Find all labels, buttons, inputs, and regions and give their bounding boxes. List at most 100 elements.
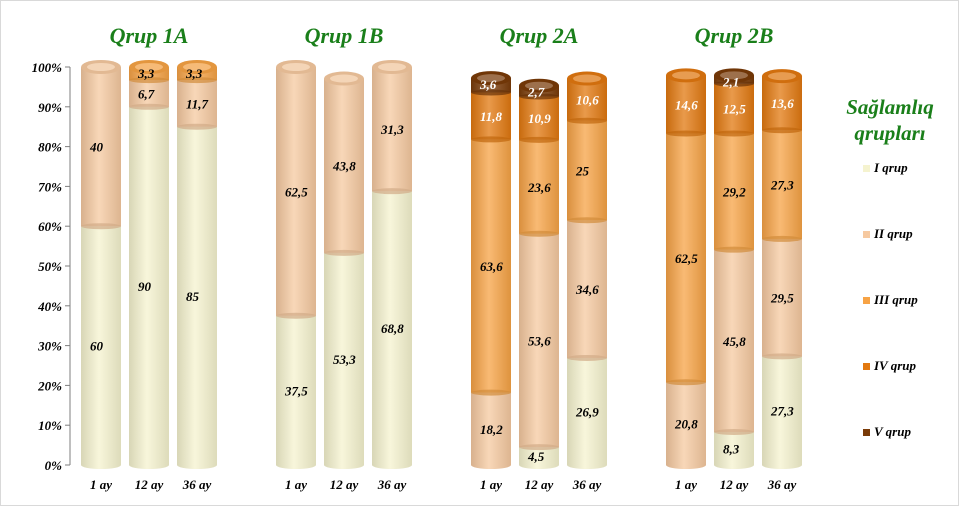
bar-segment [519,139,559,234]
bar-segment [762,238,802,357]
group-title: Qrup 2B [695,23,774,48]
segment-edge [471,136,511,143]
data-label: 45,8 [722,334,746,349]
data-label: 29,5 [770,291,794,306]
y-tick-label: 10% [38,418,62,433]
data-label: 8,3 [723,441,740,456]
bar-segment [324,252,364,465]
segment-edge [666,130,706,137]
group-titles: Qrup 1A Qrup 1B Qrup 2A Qrup 2B [110,23,774,48]
bar-top-highlight [330,74,358,83]
data-label: 11,8 [480,109,503,124]
y-tick-label: 70% [38,179,62,194]
bar-bottom-cap [129,461,169,469]
bar-segment [276,67,316,316]
y-axis: 0% 10% 20% 30% 40% 50% 60% 70% 80% 90% 100% [32,60,71,473]
legend-swatch [863,164,870,172]
bar-top-highlight [720,71,748,80]
data-label: 20,8 [674,417,698,432]
data-label: 31,3 [380,122,404,137]
bar-segment [762,130,802,239]
bar-segment [324,78,364,253]
segment-edge [519,230,559,237]
data-label: 6,7 [138,86,155,101]
x-tick-label: 36 ay [377,477,407,492]
bar-top-highlight [768,72,796,81]
data-label: 11,7 [186,96,209,111]
x-tick-label: 12 ay [135,477,164,492]
segment-edge [129,77,169,84]
bar-segment [519,233,559,448]
data-label: 43,8 [332,159,356,174]
bar-segment [714,83,754,134]
bar-segment [567,120,607,221]
legend-label: III qrup [874,292,918,307]
group-title: Qrup 1A [110,23,189,48]
bar-0-2: 85 11,7 3,3 [177,60,217,469]
bar-segment [519,96,559,140]
data-label: 90 [138,279,152,294]
data-label: 29,2 [722,185,746,200]
segment-edge [177,123,217,130]
legend-item: V qrup [863,424,911,440]
segment-edge [276,312,316,319]
legend-item: I qrup [863,160,908,176]
legend-swatch [863,230,870,238]
segment-edge [372,188,412,195]
bar-segment [177,126,217,465]
segment-edge [762,235,802,242]
bar-segment [762,356,802,465]
y-tick-label: 50% [38,259,62,274]
data-label: 2,1 [722,74,739,89]
bar-segment [177,80,217,127]
bar-bottom-cap [519,461,559,469]
bar-top-highlight [282,63,310,71]
data-label: 3,3 [137,66,155,81]
bar-segment [372,191,412,465]
y-tick-label: 40% [37,299,62,314]
legend-item: II qrup [863,226,913,242]
bars: 60 40 90 6,7 3,3 85 11,7 3,3 37,5 62,5 53,3 43,8 68,… [81,60,802,469]
data-label: 53,3 [333,352,356,367]
bar-segment [714,249,754,432]
bar-segment [276,315,316,465]
segment-edge [519,136,559,143]
data-label: 37,5 [284,383,308,398]
segment-edge [567,354,607,361]
data-label: 40 [89,140,104,155]
data-label: 25 [575,163,590,178]
bar-3-0: 20,8 62,5 14,6 [666,68,706,469]
y-tick-label: 60% [38,219,62,234]
segment-edge [324,249,364,256]
bar-bottom-cap [666,461,706,469]
data-label: 3,3 [185,66,203,81]
legend-swatch [863,296,870,304]
segment-edge [567,117,607,124]
bar-bottom-cap [471,461,511,469]
x-tick-label: 1 ay [480,477,502,492]
segment-edge [714,80,754,87]
bar-segment [567,220,607,358]
bar-segment [762,76,802,131]
data-label: 68,8 [381,321,404,336]
data-label: 53,6 [528,333,551,348]
legend-label: V qrup [874,424,911,439]
bar-segment [666,75,706,134]
legend-label: I qrup [874,160,908,175]
bar-bottom-cap [372,461,412,469]
legend-label: IV qrup [874,358,917,373]
bar-top-highlight [573,74,601,83]
y-tick-label: 30% [37,339,62,354]
data-label: 23,6 [527,180,551,195]
segment-edge [519,444,559,451]
bar-segment [129,106,169,466]
segment-edge [714,428,754,435]
bar-bottom-cap [324,461,364,469]
segment-edge [471,389,511,396]
x-tick-label: 36 ay [767,477,797,492]
legend-item: III qrup [863,292,918,308]
bar-segment [519,447,559,465]
bar-top-highlight [672,71,700,80]
bar-segment [81,67,121,227]
